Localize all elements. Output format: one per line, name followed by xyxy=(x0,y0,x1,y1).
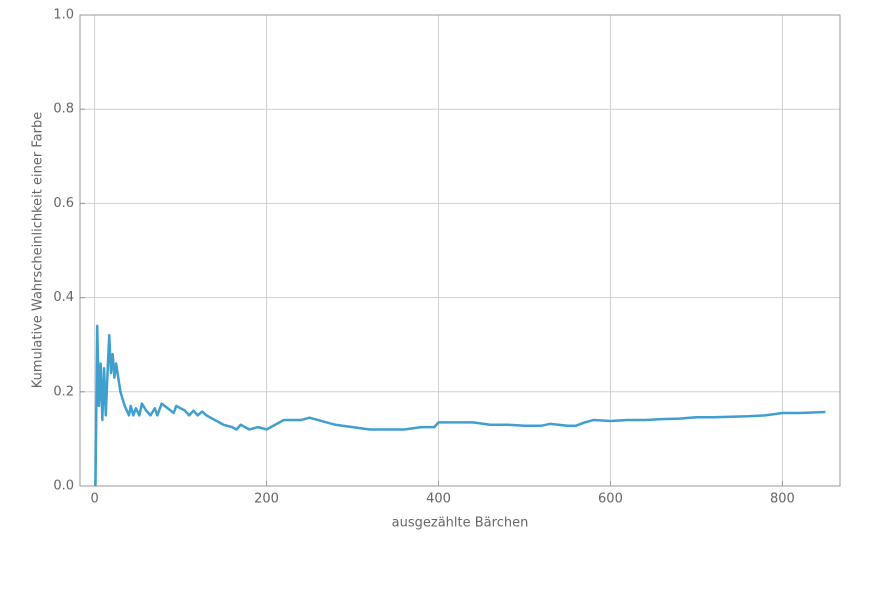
y-tick-label: 0.2 xyxy=(53,384,74,399)
x-tick-label: 200 xyxy=(254,492,279,507)
y-tick-label: 0.8 xyxy=(53,102,74,117)
x-axis-label: ausgezählte Bärchen xyxy=(392,516,529,531)
y-tick-label: 0.6 xyxy=(53,196,74,211)
plot-frame xyxy=(79,14,841,487)
data-line xyxy=(94,324,826,487)
x-tick-label: 600 xyxy=(598,492,623,507)
y-tick-label: 1.0 xyxy=(53,8,74,23)
y-axis-label: Kumulative Wahrscheinlichkeit einer Farb… xyxy=(31,112,46,388)
x-tick-label: 800 xyxy=(770,492,795,507)
y-tick-label: 0.0 xyxy=(53,479,74,494)
y-tick-label: 0.4 xyxy=(53,290,74,305)
x-tick-label: 400 xyxy=(426,492,451,507)
x-tick-label: 0 xyxy=(90,492,98,507)
